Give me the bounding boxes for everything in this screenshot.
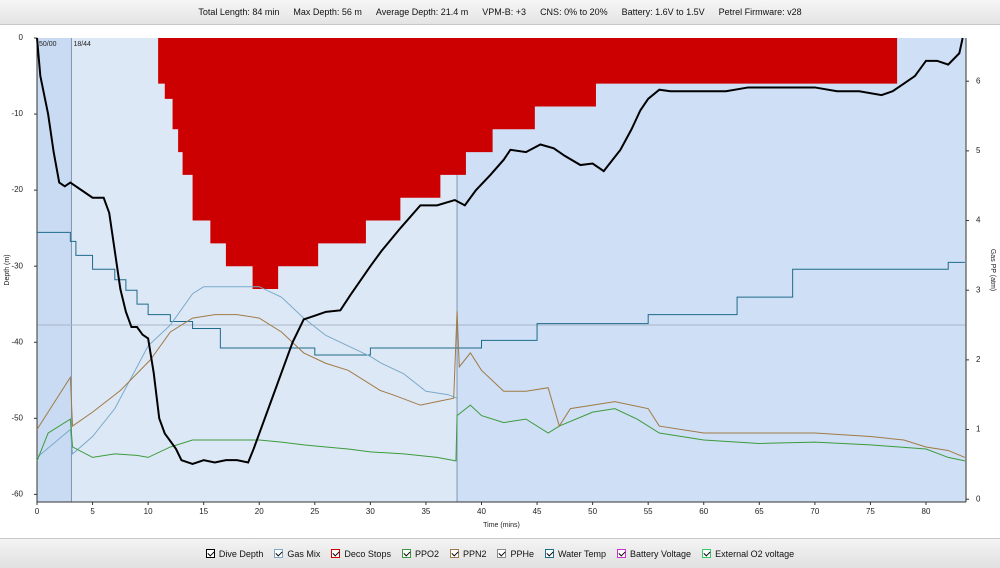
legend-item[interactable]: Battery Voltage xyxy=(617,549,691,559)
x-tick-label: 75 xyxy=(866,507,875,516)
x-tick-label: 50 xyxy=(588,507,597,516)
gas-segment xyxy=(37,38,72,502)
x-tick-label: 20 xyxy=(255,507,264,516)
legend-item[interactable]: PPO2 xyxy=(401,548,439,559)
legend-label: PPN2 xyxy=(462,548,487,559)
legend-checkbox[interactable] xyxy=(331,549,341,558)
series-line xyxy=(36,404,965,462)
y-axis-label: Depth (m) xyxy=(4,254,11,285)
legend-label: Gas Mix xyxy=(287,548,321,559)
stat: Total Length: 84 min xyxy=(198,7,280,17)
gas-label: 50/00 xyxy=(39,41,57,48)
legend: Dive Depth Gas Mix Deco Stops PPO2 PPN2 PPHe W… xyxy=(0,538,1000,568)
legend-item[interactable]: PPN2 xyxy=(449,548,487,559)
legend-checkbox[interactable] xyxy=(205,549,215,558)
series-line xyxy=(36,37,964,466)
stat: VPM-B: +3 xyxy=(482,7,527,17)
y-tick-label: 0 xyxy=(19,33,24,42)
legend-checkbox[interactable] xyxy=(401,549,411,558)
legend-checkbox[interactable] xyxy=(274,549,284,558)
legend-label: PPHe xyxy=(510,548,534,559)
stats-bar: Total Length: 84 min Max Depth: 56 m Avera… xyxy=(0,0,1000,25)
y2-tick-label: 1 xyxy=(976,425,981,434)
deco-area xyxy=(158,38,898,290)
legend-label: Dive Depth xyxy=(218,548,264,559)
legend-item[interactable]: Water Temp xyxy=(545,549,606,559)
legend-item[interactable]: PPHe xyxy=(497,549,534,559)
y2-tick-label: 4 xyxy=(976,216,981,225)
y-tick-label: -50 xyxy=(11,413,23,422)
x-tick-label: 55 xyxy=(644,507,653,516)
legend-checkbox[interactable] xyxy=(497,549,507,558)
stat: Battery: 1.6V to 1.5V xyxy=(621,7,705,17)
y2-tick-label: 3 xyxy=(976,285,981,294)
gas-segment xyxy=(457,38,966,502)
y-tick-label: -20 xyxy=(11,185,23,194)
x-tick-label: 25 xyxy=(310,507,319,516)
legend-item[interactable]: External O2 voltage xyxy=(702,549,794,559)
stat: Average Depth: 21.4 m xyxy=(375,7,469,17)
x-tick-label: 15 xyxy=(199,507,208,516)
series-line xyxy=(37,231,965,356)
x-tick-label: 10 xyxy=(144,507,153,516)
legend-label: Battery Voltage xyxy=(630,548,692,559)
legend-checkbox[interactable] xyxy=(617,549,627,558)
legend-checkbox[interactable] xyxy=(449,549,459,558)
stat: Max Depth: 56 m xyxy=(293,7,362,17)
legend-label: Deco Stops xyxy=(344,548,391,559)
x-tick-label: 5 xyxy=(90,507,95,516)
y-tick-label: -30 xyxy=(11,261,23,270)
y-tick-label: -10 xyxy=(11,109,23,118)
y2-axis-label: Gas PP (atm) xyxy=(989,249,996,291)
stat: CNS: 0% to 20% xyxy=(540,7,608,17)
x-tick-label: 80 xyxy=(922,507,931,516)
legend-label: PPO2 xyxy=(414,548,439,559)
y2-tick-label: 0 xyxy=(976,494,981,503)
x-tick-label: 65 xyxy=(755,507,764,516)
x-tick-label: 30 xyxy=(366,507,375,516)
legend-label: Water Temp xyxy=(558,548,607,559)
legend-checkbox[interactable] xyxy=(545,549,554,558)
legend-item[interactable]: Deco Stops xyxy=(331,549,391,559)
x-tick-label: 0 xyxy=(35,507,40,516)
y-tick-label: -40 xyxy=(11,337,23,346)
x-axis-label: Time (mins) xyxy=(483,522,520,529)
series-line xyxy=(36,311,966,458)
gas-label: 18/44 xyxy=(73,41,91,48)
x-tick-label: 45 xyxy=(533,507,542,516)
y2-tick-label: 2 xyxy=(976,355,981,364)
legend-checkbox[interactable] xyxy=(702,549,712,558)
y-tick-label: -60 xyxy=(11,490,23,499)
x-tick-label: 70 xyxy=(810,507,819,516)
y2-tick-label: 5 xyxy=(976,146,981,155)
legend-item[interactable]: Gas Mix xyxy=(274,549,320,559)
x-tick-label: 40 xyxy=(477,507,486,516)
series-line xyxy=(36,286,458,458)
legend-item[interactable]: Dive Depth xyxy=(205,548,264,559)
y2-tick-label: 6 xyxy=(976,76,981,85)
x-tick-label: 60 xyxy=(699,507,708,516)
chart: 50/0018/4450/000510152025303540455055606… xyxy=(4,33,996,529)
x-tick-label: 35 xyxy=(421,507,430,516)
legend-label: External O2 voltage xyxy=(715,548,795,559)
stat: Petrel Firmware: v28 xyxy=(718,7,802,17)
